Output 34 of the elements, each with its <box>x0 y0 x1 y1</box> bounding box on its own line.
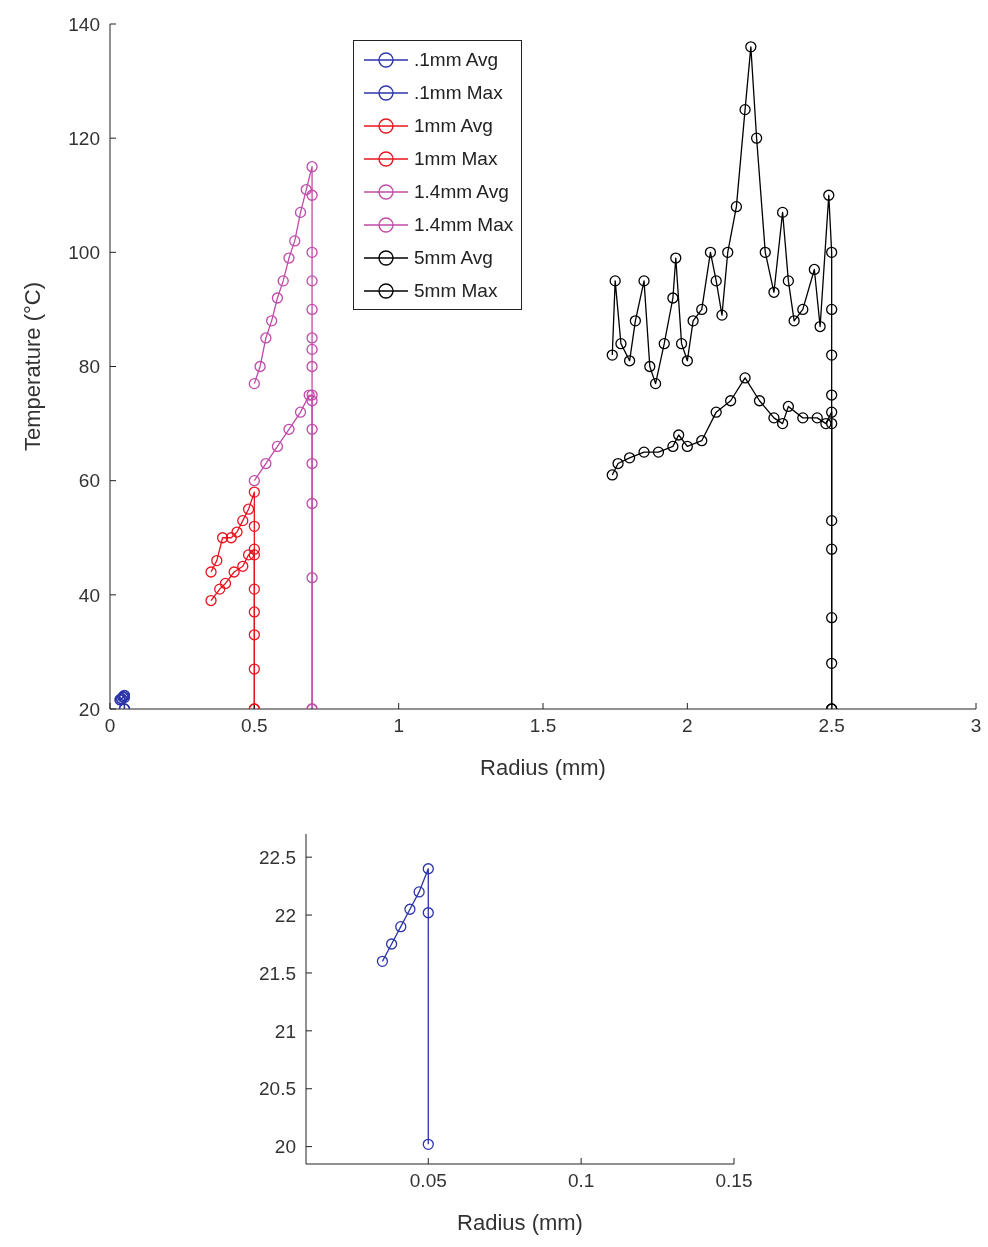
x-tick-label: 0.15 <box>715 1170 753 1192</box>
legend-label: 5mm Avg <box>414 246 493 269</box>
y-tick-label: 80 <box>78 356 100 378</box>
x-tick-label: 3 <box>970 715 982 737</box>
legend-label: 5mm Max <box>414 279 498 302</box>
x-tick-label: 0.1 <box>567 1170 595 1192</box>
y-tick-label: 21 <box>274 1020 296 1042</box>
x-tick-label: 2.5 <box>818 715 845 737</box>
legend-label: 1.4mm Avg <box>414 180 509 203</box>
y-tick-label: 22 <box>274 904 296 926</box>
y-axis-title: Temperature (°C) <box>19 282 45 451</box>
y-tick-label: 140 <box>68 13 100 35</box>
y-tick-label: 20 <box>78 698 100 720</box>
legend-label: 1mm Max <box>414 147 498 170</box>
y-tick-label: 22.5 <box>259 846 296 868</box>
y-tick-label: 20 <box>274 1136 296 1158</box>
y-tick-label: 21.5 <box>259 962 296 984</box>
y-tick-label: 40 <box>78 584 100 606</box>
legend-label: .1mm Avg <box>414 48 499 71</box>
x-tick-label: 0.05 <box>409 1170 447 1192</box>
x-tick-label: 1.5 <box>529 715 557 737</box>
x-tick-label: 0.5 <box>241 715 268 737</box>
legend-label: 1mm Avg <box>414 114 493 137</box>
x-axis-title: Radius (mm) <box>457 1210 583 1235</box>
legend-label: 1.4mm Max <box>414 213 514 236</box>
y-tick-label: 60 <box>78 470 100 492</box>
x-tick-label: 0 <box>104 715 116 737</box>
y-tick-label: 100 <box>68 242 100 264</box>
legend-label: .1mm Max <box>414 81 503 104</box>
x-tick-label: 2 <box>682 715 693 737</box>
y-tick-label: 20.5 <box>259 1078 296 1100</box>
x-tick-label: 1 <box>393 715 404 737</box>
x-axis-title: Radius (mm) <box>480 755 606 780</box>
y-tick-label: 120 <box>68 127 100 149</box>
